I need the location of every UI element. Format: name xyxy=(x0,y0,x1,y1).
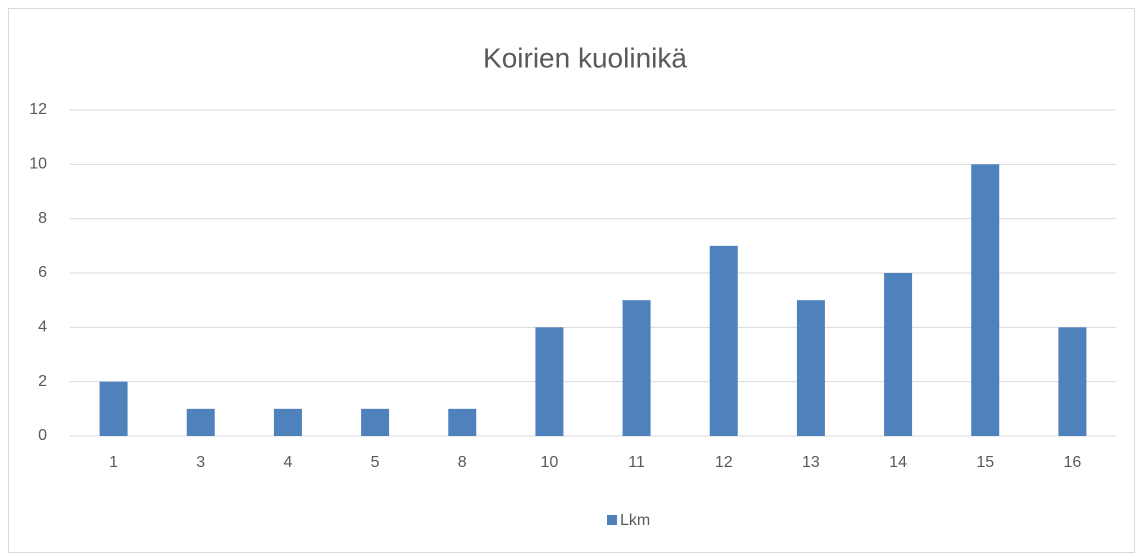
bar xyxy=(361,408,390,436)
x-tick-label: 1 xyxy=(109,454,118,471)
x-tick-label: 16 xyxy=(1064,454,1082,471)
bar xyxy=(1058,327,1087,436)
x-tick-label: 4 xyxy=(283,454,292,471)
chart-title: Koirien kuolinikä xyxy=(483,42,687,73)
bar xyxy=(971,164,1000,437)
bar xyxy=(535,327,564,436)
bar xyxy=(273,408,302,436)
y-tick-label: 8 xyxy=(38,210,47,227)
y-tick-label: 2 xyxy=(38,373,47,390)
legend-swatch xyxy=(607,515,617,525)
bar xyxy=(448,408,477,436)
x-tick-label: 3 xyxy=(196,454,205,471)
bar xyxy=(884,273,913,436)
bar xyxy=(99,381,128,436)
y-tick-label: 6 xyxy=(38,264,47,281)
x-tick-label: 14 xyxy=(889,454,907,471)
bar xyxy=(709,245,738,436)
x-tick-label: 5 xyxy=(371,454,380,471)
x-tick-label: 13 xyxy=(802,454,820,471)
bar xyxy=(622,300,651,436)
chart-border xyxy=(8,8,1135,553)
x-tick-label: 12 xyxy=(715,454,733,471)
y-tick-label: 4 xyxy=(38,319,47,336)
x-tick-label: 10 xyxy=(541,454,559,471)
x-tick-label: 11 xyxy=(628,454,645,471)
y-tick-label: 10 xyxy=(29,156,47,173)
y-tick-label: 0 xyxy=(38,427,47,444)
bar xyxy=(796,300,825,436)
y-tick-label: 12 xyxy=(29,101,47,118)
legend-label: Lkm xyxy=(620,512,650,529)
x-tick-label: 15 xyxy=(976,454,994,471)
x-tick-label: 8 xyxy=(458,454,467,471)
bar xyxy=(186,408,215,436)
